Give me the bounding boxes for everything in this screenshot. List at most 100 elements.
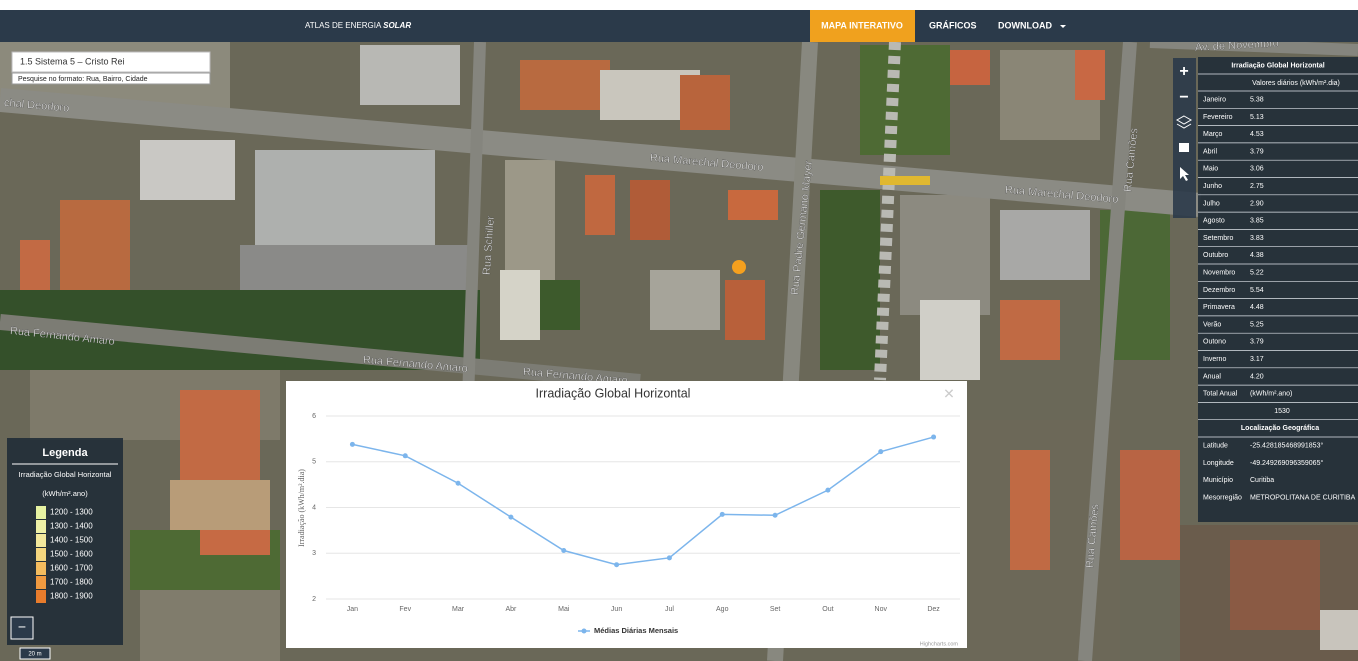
panel-text: 2.90	[1250, 200, 1264, 207]
panel-text: Longitude	[1203, 460, 1234, 467]
y-tick-label: 2	[312, 596, 316, 603]
panel-text: Setembro	[1203, 235, 1233, 242]
data-point	[878, 449, 883, 454]
panel-text: 4.53	[1250, 131, 1264, 138]
nav-item[interactable]: GRÁFICOS	[929, 20, 977, 30]
search-input[interactable]: 1.5 Sistema 5 – Cristo Rei	[20, 56, 125, 66]
search-hint: Pesquise no formato: Rua, Bairro, Cidade	[18, 76, 148, 83]
panel-text: Total Anual	[1203, 391, 1238, 398]
collapse-icon: −	[18, 619, 26, 635]
panel-text: Latitude	[1203, 442, 1228, 449]
panel-text: METROPOLITANA DE CURITIBA	[1250, 494, 1356, 501]
data-point	[561, 548, 566, 553]
x-tick-label: Nov	[875, 606, 888, 613]
panel-text: Junho	[1203, 183, 1222, 190]
legend-subtitle: Irradiação Global Horizontal	[19, 470, 112, 479]
data-point	[403, 453, 408, 458]
panel-text: Anual	[1203, 373, 1221, 380]
data-point	[614, 562, 619, 567]
x-tick-label: Mar	[452, 606, 465, 613]
app-title: ATLAS DE ENERGIA SOLAR	[305, 21, 411, 30]
calendar-button[interactable]	[1179, 143, 1189, 152]
data-point	[720, 512, 725, 517]
y-tick-label: 5	[312, 459, 316, 466]
panel-text: Localização Geográfica	[1241, 425, 1319, 432]
panel-text: 1530	[1274, 408, 1290, 415]
x-tick-label: Fev	[399, 606, 411, 613]
data-point	[825, 488, 830, 493]
nav-item[interactable]: MAPA INTERATIVO	[821, 20, 903, 30]
panel-text: Outono	[1203, 339, 1226, 346]
legend-label: 1600 - 1700	[50, 564, 93, 573]
panel-text: 5.54	[1250, 287, 1264, 294]
chart-title: Irradiação Global Horizontal	[536, 386, 691, 400]
app-title-emphasis: SOLAR	[383, 21, 411, 30]
data-point	[773, 513, 778, 518]
panel-text: Verão	[1203, 321, 1221, 328]
panel-text: 5.25	[1250, 321, 1264, 328]
legend-unit: (kWh/m².ano)	[42, 489, 88, 498]
legend-swatch	[36, 576, 46, 589]
panel-text: 5.22	[1250, 269, 1264, 276]
legend-swatch	[36, 506, 46, 519]
legend-title: Legenda	[42, 447, 88, 459]
y-tick-label: 4	[312, 504, 316, 511]
page: chal Deodoro Rua Marechal Deodoro Rua Ma…	[0, 0, 1358, 661]
panel-text: Fevereiro	[1203, 114, 1233, 121]
x-tick-label: Dez	[927, 606, 940, 613]
data-point	[667, 555, 672, 560]
legend-label: 1700 - 1800	[50, 578, 93, 587]
legend-entry: Médias Diárias Mensais	[594, 626, 678, 635]
panel-text: 3.83	[1250, 235, 1264, 242]
panel-text: Primavera	[1203, 304, 1235, 311]
data-point	[508, 515, 513, 520]
panel-text: Mesorregião	[1203, 494, 1242, 501]
legend-label: 1500 - 1600	[50, 550, 93, 559]
panel-text: 5.13	[1250, 114, 1264, 121]
chart-credits: Highcharts.com	[920, 641, 959, 647]
chart-popup: Irradiação Global Horizontal ✕ Irradiaçã…	[286, 381, 967, 648]
panel-text: 5.38	[1250, 96, 1264, 103]
panel-text: Outubro	[1203, 252, 1228, 259]
legend-swatch	[36, 590, 46, 603]
zoom-out[interactable]: −	[1179, 89, 1188, 106]
panel-text: 3.79	[1250, 339, 1264, 346]
panel-text: Janeiro	[1203, 96, 1226, 103]
legend: Legenda Irradiação Global Horizontal (kW…	[7, 438, 123, 645]
panel-text: Município	[1203, 477, 1233, 484]
panel-text: 3.85	[1250, 218, 1264, 225]
legend-swatch	[36, 520, 46, 533]
y-tick-label: 3	[312, 550, 316, 557]
panel-text: Abril	[1203, 148, 1217, 155]
x-tick-label: Set	[770, 606, 781, 613]
panel-text: 3.79	[1250, 148, 1264, 155]
nav-item[interactable]: DOWNLOAD	[998, 20, 1052, 30]
x-tick-label: Abr	[505, 606, 517, 613]
panel-text: Novembro	[1203, 269, 1235, 276]
panel-text: Julho	[1203, 200, 1220, 207]
panel-text: (kWh/m².ano)	[1250, 391, 1292, 398]
close-button[interactable]: ✕	[943, 386, 955, 402]
legend-swatch	[36, 562, 46, 575]
search-box: 1.5 Sistema 5 – Cristo Rei Pesquise no f…	[12, 52, 210, 84]
legend-label: 1300 - 1400	[50, 522, 93, 531]
panel-text: -49.249269096359065°	[1250, 459, 1323, 467]
x-tick-label: Jun	[611, 606, 622, 613]
panel-text: 4.38	[1250, 252, 1264, 259]
panel-text: Março	[1203, 131, 1223, 138]
x-tick-label: Ago	[716, 606, 729, 613]
panel-text: 3.17	[1250, 356, 1264, 363]
panel-text: 4.20	[1250, 373, 1264, 380]
panel-text: Dezembro	[1203, 287, 1235, 294]
panel-text: 2.75	[1250, 183, 1264, 190]
panel-text: Inverno	[1203, 356, 1226, 363]
zoom-in[interactable]: +	[1179, 63, 1188, 80]
panel-text: 3.06	[1250, 166, 1264, 173]
panel-text: Curitiba	[1250, 477, 1274, 484]
location-marker[interactable]	[732, 260, 746, 274]
y-axis-title: Irradiação (kWh/m².dia)	[297, 469, 306, 547]
panel-text: Maio	[1203, 166, 1218, 173]
data-point	[350, 442, 355, 447]
panel-text: Irradiação Global Horizontal	[1231, 62, 1324, 69]
